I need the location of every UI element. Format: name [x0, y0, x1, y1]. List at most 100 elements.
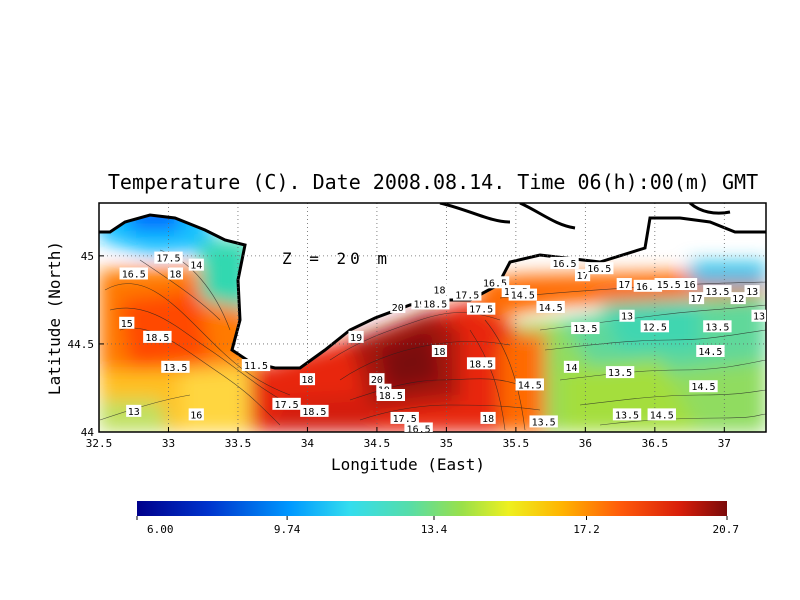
contour-label: 17 [688, 292, 705, 305]
contour-label-text: 18 [433, 347, 445, 358]
contour-label-text: 17 [618, 280, 630, 291]
contour-label-box [188, 408, 204, 421]
contour-label-text: 17.5 [455, 291, 479, 302]
contour-label-text: 17 [690, 294, 702, 305]
contour-label-box [272, 397, 301, 410]
contour-label-box [654, 278, 683, 291]
contour-label: 17 [616, 278, 632, 291]
contour-label-text: 13 [128, 407, 140, 418]
contour-label-box [619, 309, 635, 322]
contour-label: 16.5 [404, 422, 433, 432]
contour-label: 16.5 [550, 256, 579, 270]
contour-label-box [696, 344, 725, 357]
contour-label-box [421, 297, 450, 310]
contour-label-text: 18 [433, 285, 445, 296]
contour-label-text: 18 [169, 269, 181, 280]
contour-label-box [480, 411, 496, 424]
contour-label-box [453, 288, 482, 301]
contour-label-text: 14.5 [698, 347, 722, 358]
x-axis-ticks: 32.5 33 33.5 34 34.5 35 35.5 36 36.5 37 [86, 427, 731, 450]
contour-label-box [744, 285, 760, 298]
contour-label: 14 [563, 360, 580, 374]
contour-label-text: 16.5 [552, 259, 576, 270]
contour-label-text: 18.5 [302, 407, 326, 418]
contour-label-box [571, 322, 600, 335]
contour-label-text: 15 [121, 319, 133, 330]
contour-label-box [640, 320, 670, 333]
contour-label-box [689, 380, 718, 393]
contour-label-box [431, 344, 448, 357]
contour-label-text: 17 [577, 271, 589, 282]
contour-label-text: 14.5 [539, 303, 563, 314]
contour-label-box [404, 422, 433, 432]
contour-label: 16.5 [585, 262, 614, 275]
contour-label: 17.5 [390, 411, 419, 425]
contour-label: 18.5 [300, 404, 329, 418]
contour-label-box [550, 256, 579, 269]
contour-label-box [703, 285, 732, 298]
depth-annotation: Z = 20 m [282, 249, 391, 268]
contour-label-text: 14.5 [511, 291, 535, 302]
contour-label-text: 14 [190, 261, 202, 272]
contour-label-box [466, 357, 496, 370]
x-tick-label: 35 [440, 437, 453, 450]
contour-label: 18 [299, 373, 316, 386]
contour-label: 13 [619, 309, 635, 323]
contour-label-text: 12 [732, 294, 744, 305]
contour-label-text: 20 [371, 375, 383, 386]
y-tick-label: 44 [81, 426, 95, 439]
contour-label: 18 [167, 267, 184, 280]
contour-label: 16 [681, 278, 698, 291]
contour-label-text: 13.5 [532, 417, 556, 428]
contour-label-text: 18 [301, 375, 313, 386]
contour-label-text: 16.5 [636, 282, 660, 293]
contour-label-text: 13 [621, 312, 633, 323]
contour-label-box [390, 411, 419, 424]
contour-label: 14.5 [536, 300, 565, 314]
contour-label: 13.5 [605, 366, 635, 379]
contour-label-text: 16.5 [483, 278, 507, 289]
contour-label: 19 [348, 330, 364, 344]
contour-label: 17.5 [453, 288, 482, 302]
contour-label-box [119, 316, 135, 329]
contour-label-text: 13.5 [705, 287, 729, 298]
contour-label: 13 [744, 285, 760, 298]
contour-label-box [154, 251, 183, 264]
contour-label-box [143, 330, 172, 343]
contour-label-text: 13 [753, 312, 765, 323]
contour-label: 13.5 [703, 320, 732, 333]
contour-label-box [119, 267, 148, 280]
x-axis-label: Longitude (East) [331, 455, 485, 474]
coastline [99, 203, 766, 370]
y-tick-label: 44.5 [68, 338, 95, 351]
contour-label-box [563, 360, 580, 373]
contour-label: 18 [431, 344, 448, 358]
contour-label-text: 17.5 [275, 400, 299, 411]
contour-label: 12 [730, 292, 746, 305]
contour-label: 12.5 [640, 320, 670, 333]
contour-label: 14 [188, 258, 204, 272]
contour-label-box [647, 408, 676, 421]
contour-label-box [585, 262, 614, 275]
contour-label-text: 13.5 [163, 363, 187, 374]
contour-label-text: 17.5 [469, 305, 493, 316]
x-tick-label: 36.5 [642, 437, 669, 450]
contour-label: 13.5 [612, 408, 642, 421]
contour-label-text: 18 [482, 414, 494, 425]
contour-label-box [348, 330, 364, 343]
chart-title: Temperature (C). Date 2008.08.14. Time 0… [107, 170, 759, 194]
contour-label-text: 14 [565, 363, 577, 374]
contour-label: 18.5 [466, 357, 496, 370]
contour-label-text: 14.5 [650, 410, 674, 421]
contour-label: 18 [431, 283, 448, 296]
contour-label: 13 [751, 309, 766, 323]
contour-label: 16.5 [119, 267, 148, 280]
contour-label-box [376, 389, 406, 402]
contour-label-text: 16.5 [122, 269, 146, 280]
y-axis-ticks: 44 44.5 45 [68, 250, 104, 439]
contour-label: 17.5 [272, 397, 301, 411]
contour-label-box [688, 292, 705, 305]
contour-label: 13.5 [571, 322, 600, 335]
contour-label: 13.5 [529, 415, 558, 428]
